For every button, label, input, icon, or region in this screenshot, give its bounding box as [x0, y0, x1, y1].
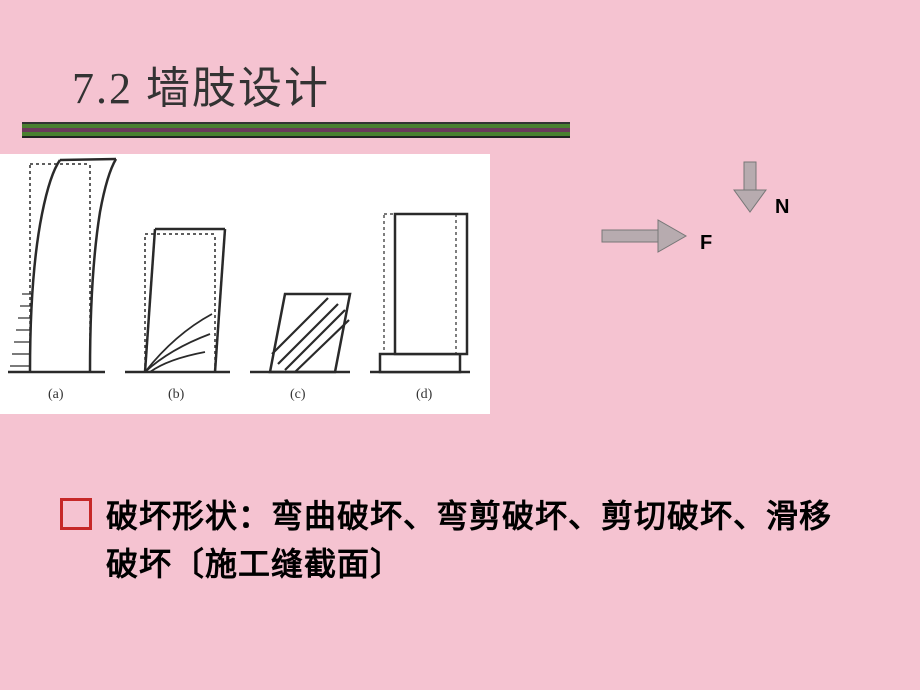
figure-a [8, 159, 116, 372]
arrow-down-icon [730, 160, 770, 214]
slide: 7.2 墙肢设计 [0, 0, 920, 690]
force-diagram: N F [580, 160, 870, 280]
failure-mode-figure: (a) (b) [0, 154, 490, 414]
arrow-right-icon [600, 218, 688, 254]
bullet-marker-icon [60, 498, 92, 530]
slide-title: 7.2 墙肢设计 [72, 52, 330, 116]
figure-b-label: (b) [168, 387, 185, 402]
figure-a-label: (a) [48, 387, 64, 402]
figure-d-label: (d) [416, 387, 433, 402]
figure-d [370, 214, 470, 372]
force-n-label: N [775, 196, 789, 219]
title-divider [22, 122, 570, 138]
content-area: 破坏形状：弯曲破坏、弯剪破坏、剪切破坏、滑移破坏〔施工缝截面〕 [60, 492, 860, 588]
bullet-item: 破坏形状：弯曲破坏、弯剪破坏、剪切破坏、滑移破坏〔施工缝截面〕 [60, 492, 860, 588]
figure-b [125, 229, 230, 372]
force-f-label: F [700, 232, 712, 255]
bullet-text: 破坏形状：弯曲破坏、弯剪破坏、剪切破坏、滑移破坏〔施工缝截面〕 [106, 492, 860, 588]
figure-c [250, 294, 350, 372]
figure-c-label: (c) [290, 387, 306, 402]
